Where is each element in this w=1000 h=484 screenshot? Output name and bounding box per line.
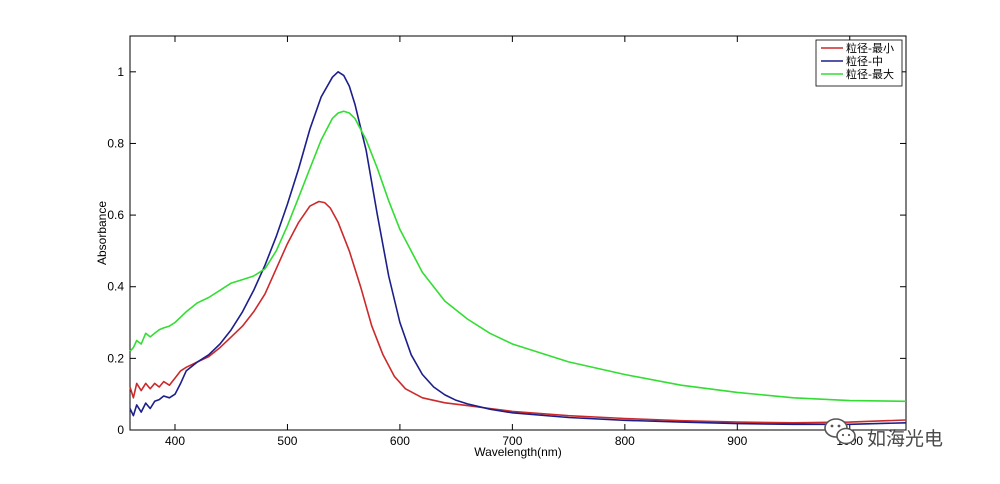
x-tick-label: 800	[615, 434, 635, 448]
y-tick-label: 0.4	[107, 280, 124, 294]
series-line-0	[129, 200, 907, 424]
x-tick-label: 900	[727, 434, 747, 448]
y-tick-label: 0.8	[107, 136, 124, 150]
watermark: 如海光电	[824, 418, 943, 450]
x-axis-label: Wavelength(nm)	[474, 445, 562, 459]
x-tick-label: 500	[277, 434, 297, 448]
series-layer	[129, 71, 907, 426]
wechat-icon	[824, 418, 856, 445]
series-line-2	[129, 110, 907, 403]
x-tick-label: 600	[390, 434, 410, 448]
y-tick-label: 0.2	[107, 351, 124, 365]
x-tick-label: 400	[165, 434, 185, 448]
y-axis-label: Absorbance	[95, 201, 109, 265]
series-line-1	[129, 71, 907, 426]
y-tick-label: 0.6	[107, 208, 124, 222]
x-tick-label: 700	[502, 434, 522, 448]
watermark-text: 如海光电	[867, 428, 943, 450]
legend-entry-0: 粒径-最小	[846, 41, 894, 55]
y-tick-label: 1	[117, 65, 124, 79]
legend-entry-2: 粒径-最大	[846, 67, 894, 81]
legend-entry-1: 粒径-中	[846, 54, 883, 68]
y-tick-label: 0	[117, 423, 124, 437]
plot-area	[129, 35, 907, 431]
